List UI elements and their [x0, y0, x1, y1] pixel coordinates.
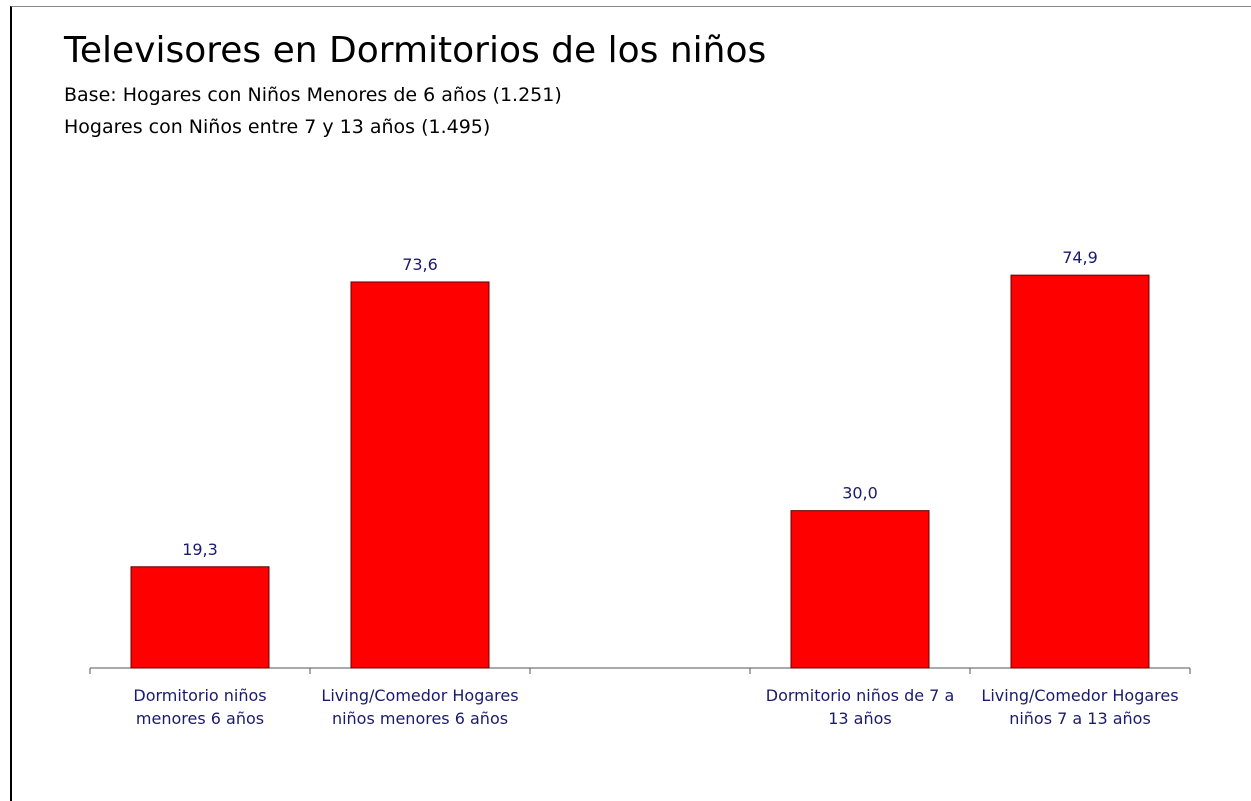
x-tick-label: Dormitorio niños menores 6 años: [133, 686, 267, 728]
bar: [790, 510, 930, 669]
subtitle: Hogares con Niños entre 7 y 13 años (1.4…: [64, 116, 491, 138]
chart-title: Televisores en Dormitorios de los niños: [64, 30, 767, 71]
bar: [1010, 274, 1150, 669]
subtitle: Base: Hogares con Niños Menores de 6 año…: [64, 84, 562, 106]
x-tick-label: Living/Comedor Hogares niños menores 6 a…: [321, 686, 519, 728]
data-label: 19,3: [182, 540, 218, 559]
data-label: 74,9: [1062, 248, 1098, 267]
data-label: 73,6: [402, 255, 438, 274]
x-tick-label: Dormitorio niños de 7 a 13 años: [765, 686, 955, 728]
bar: [350, 281, 490, 669]
x-tick-label: Living/Comedor Hogares niños 7 a 13 años: [981, 686, 1179, 728]
bar: [130, 566, 270, 669]
data-label: 30,0: [842, 484, 878, 503]
frame: [10, 6, 1251, 801]
